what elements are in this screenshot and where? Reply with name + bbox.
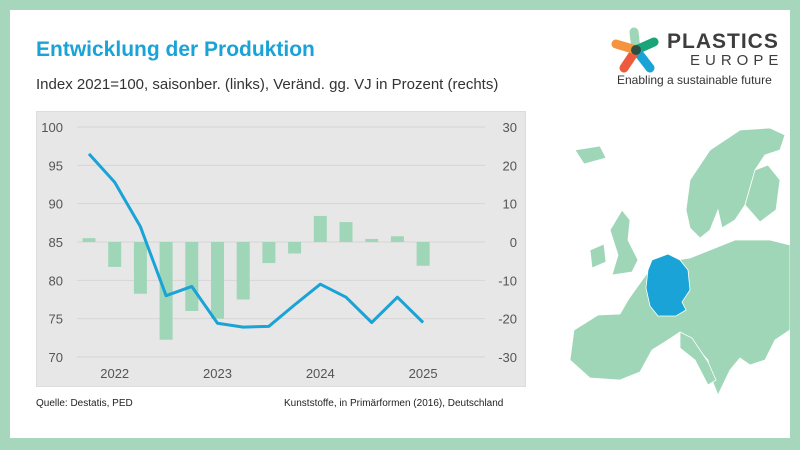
left-axis-tick-label: 95 (49, 158, 63, 173)
page-subtitle: Index 2021=100, saisonber. (links), Verä… (36, 76, 499, 93)
data-note: Kunststoffe, in Primärformen (2016), Deu… (284, 398, 504, 409)
logo-name-line1: PLASTICS (667, 30, 779, 53)
chart-area: 100 30 95 20 90 10 85 0 80 -10 75 -20 70 -30 2022 2023 2… (36, 111, 526, 387)
bar (288, 242, 302, 254)
bar (133, 242, 147, 294)
europe-map (569, 127, 790, 396)
chart-svg: 100 30 95 20 90 10 85 0 80 -10 75 -20 70 -30 2022 2023 2… (41, 120, 517, 381)
mainland-shape (569, 239, 790, 396)
bar (416, 242, 430, 266)
right-axis-tick-label: -30 (498, 350, 517, 365)
x-axis-tick-label: 2023 (203, 366, 232, 381)
right-axis-tick-label: -20 (498, 312, 517, 327)
iceland-shape (574, 145, 607, 165)
source-note: Quelle: Destatis, PED (36, 398, 133, 409)
left-axis-tick-label: 75 (49, 312, 63, 327)
left-axis-tick-label: 85 (49, 235, 63, 250)
bar (211, 242, 224, 319)
left-axis-tick-label: 80 (49, 273, 63, 288)
right-axis-tick-label: -10 (498, 273, 517, 288)
uk-shape (609, 209, 639, 276)
bar (82, 238, 96, 242)
bar (108, 242, 122, 267)
right-axis-tick-label: 10 (503, 197, 517, 212)
italy-shape (679, 331, 717, 386)
germany-shape (645, 253, 691, 317)
right-axis-tick-label: 20 (503, 158, 517, 173)
right-axis-tick-label: 30 (503, 120, 517, 135)
bar (262, 242, 276, 264)
bar (390, 236, 404, 242)
bar (339, 222, 353, 242)
logo-name-line2: EUROPE (690, 52, 784, 69)
bar (236, 242, 250, 300)
x-axis-tick-label: 2024 (306, 366, 335, 381)
left-axis-tick-label: 90 (49, 197, 63, 212)
x-axis-tick-label: 2022 (100, 366, 129, 381)
bar (159, 242, 173, 340)
bar (313, 215, 327, 242)
bar (365, 238, 379, 242)
ireland-shape (589, 243, 607, 269)
left-axis-tick-label: 100 (41, 120, 63, 135)
finland-shape (744, 164, 781, 223)
x-axis-tick-label: 2025 (409, 366, 438, 381)
index-line (87, 152, 425, 329)
bar (185, 242, 199, 311)
page-title: Entwicklung der Produktion (36, 38, 315, 61)
logo-tagline: Enabling a sustainable future (617, 73, 772, 87)
left-axis-tick-label: 70 (49, 350, 63, 365)
plastics-europe-logo-icon (611, 27, 659, 73)
right-axis-tick-label: 0 (510, 235, 517, 250)
